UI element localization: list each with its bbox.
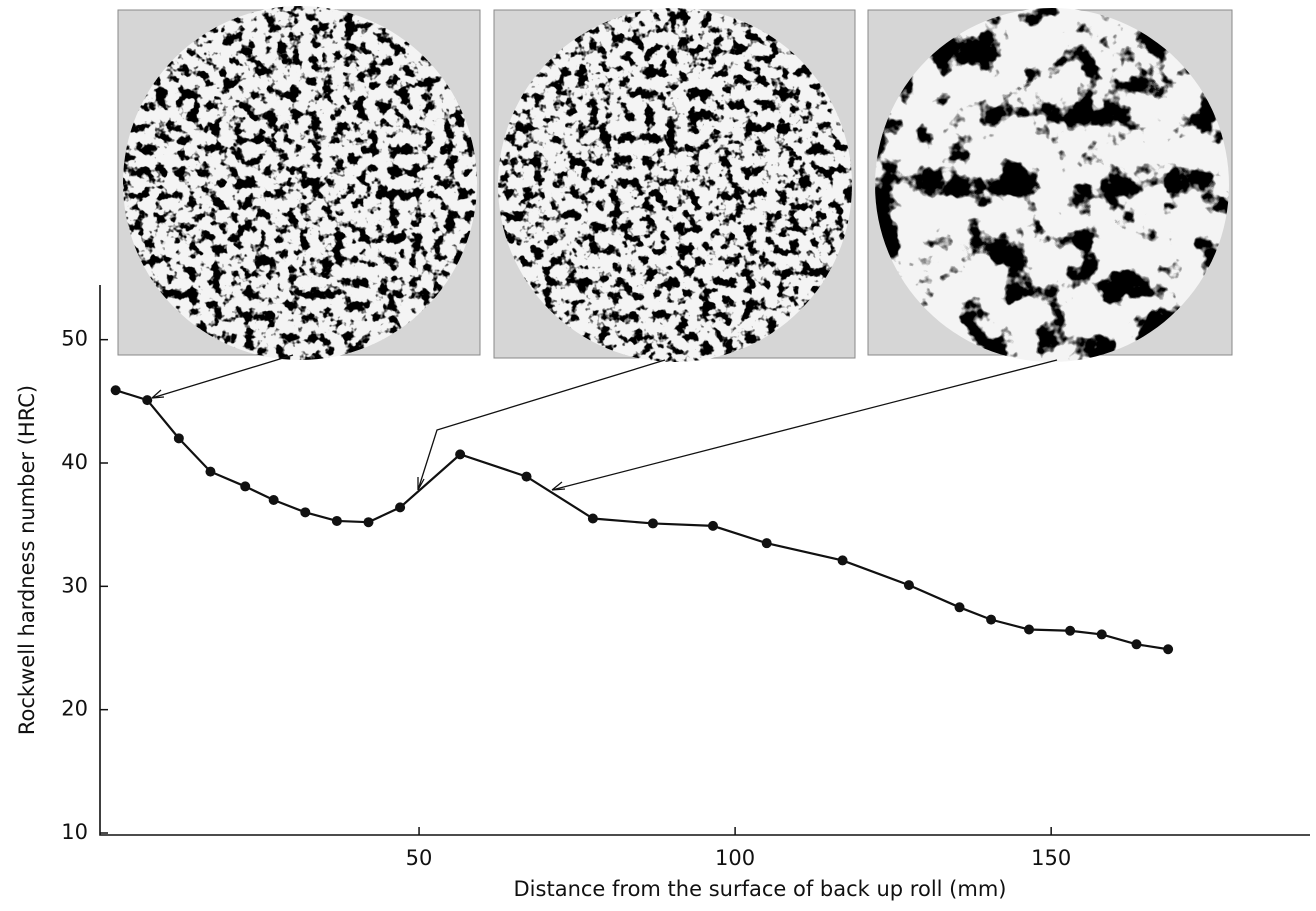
x-tick-label: 150 [1031,846,1071,870]
data-point [761,538,772,549]
data-point [1065,625,1076,636]
data-point [205,466,216,477]
data-point [455,449,466,460]
data-point [521,471,532,482]
data-point [1096,629,1107,640]
data-point [1131,639,1142,650]
data-point [986,614,997,625]
x-axis-label: Distance from the surface of back up rol… [514,877,1007,901]
y-tick-label: 30 [61,573,88,597]
data-point [954,602,965,613]
data-point [173,433,184,444]
y-tick-label: 50 [61,327,88,351]
data-point [240,481,251,492]
data-point [395,502,406,513]
y-tick-label: 10 [61,820,88,844]
arrows [151,354,1058,491]
data-point [142,395,153,406]
data-point [268,495,279,505]
x-tick-label: 100 [715,846,755,870]
data-point [1163,644,1174,655]
data-point [647,518,658,529]
data-point [363,517,374,528]
data-point [331,515,342,526]
axes [99,285,1310,836]
y-axis-label: Rockwell hardness number (HRC) [15,385,39,735]
x-tick-label: 50 [406,846,433,870]
data-line [115,389,1169,651]
data-point [110,385,121,396]
micrographs [117,6,1233,362]
data-point [1024,624,1035,635]
data-point [300,507,311,518]
y-tick-label: 40 [61,450,88,474]
data-point [837,555,848,566]
data-point [903,580,914,591]
y-tick-label: 20 [61,697,88,721]
data-point [587,513,598,524]
data-point [707,520,718,531]
